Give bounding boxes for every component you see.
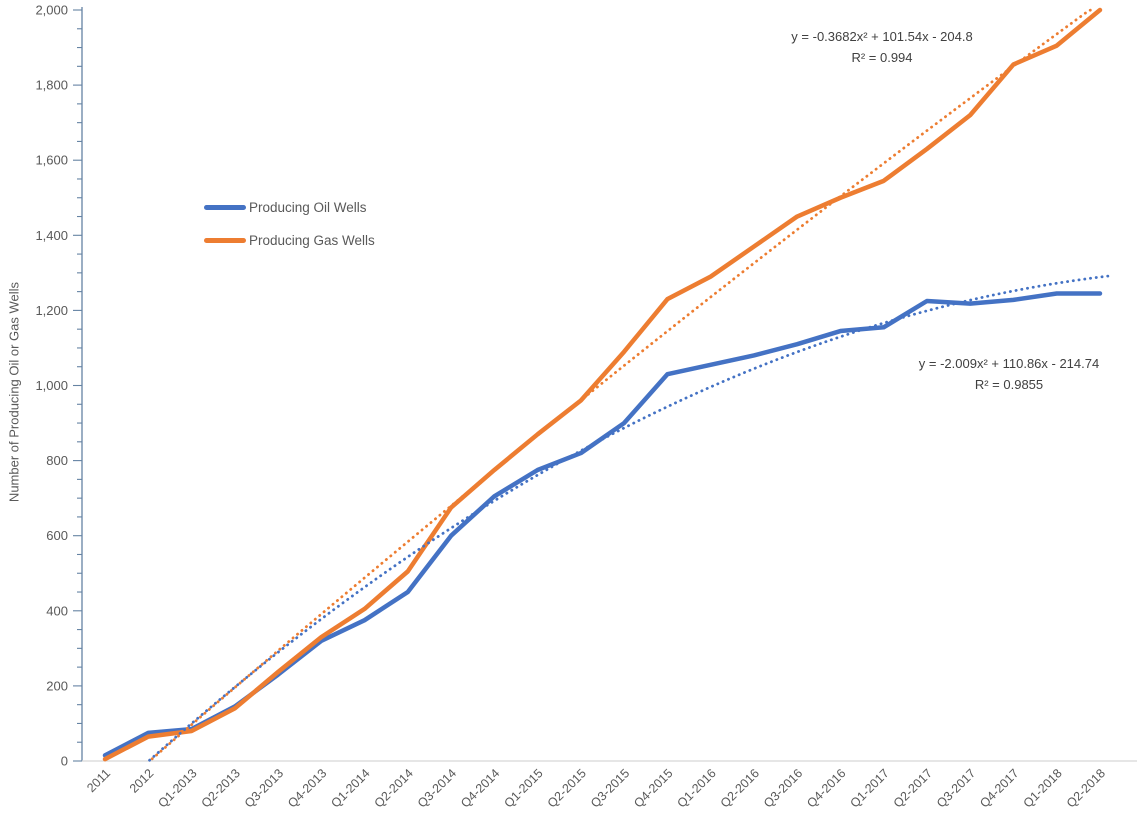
- x-axis-tick-label: Q1-2013: [155, 766, 199, 810]
- legend: Producing Oil Wells Producing Gas Wells: [204, 197, 375, 263]
- oil-trendline-formula: y = -2.009x² + 110.86x - 214.74: [918, 356, 1100, 371]
- y-axis-tick-label: 1,800: [35, 78, 68, 93]
- gas-trendline-equation: y = -0.3682x² + 101.54x - 204.8 R² = 0.9…: [752, 26, 1012, 68]
- y-axis-tick-label: 1,200: [35, 303, 68, 318]
- x-axis-tick-label: Q3-2014: [415, 766, 459, 810]
- x-axis-tick-label: Q1-2017: [847, 766, 891, 810]
- x-axis-tick-label: Q3-2015: [588, 766, 632, 810]
- oil-trendline-r-squared: R² = 0.9855: [974, 377, 1044, 392]
- y-axis-tick-label: 1,600: [35, 153, 68, 168]
- gas-trendline-dotted[interactable]: [150, 8, 1094, 761]
- y-axis-tick-label: 1,400: [35, 228, 68, 243]
- x-axis-tick-label: Q1-2018: [1021, 766, 1065, 810]
- legend-label-gas-wells: Producing Gas Wells: [249, 233, 375, 248]
- oil-trendline-equation: y = -2.009x² + 110.86x - 214.74 R² = 0.9…: [879, 353, 1137, 395]
- x-axis-tick-label: Q3-2017: [934, 766, 978, 810]
- oil-trendline-dotted[interactable]: [148, 274, 1112, 762]
- gas-trendline-formula: y = -0.3682x² + 101.54x - 204.8: [791, 29, 973, 44]
- x-axis-tick-label: Q1-2016: [674, 766, 718, 810]
- x-axis-tick-label: Q2-2018: [1064, 766, 1108, 810]
- y-axis-tick-label: 600: [46, 528, 68, 543]
- y-axis-tick-label: 200: [46, 678, 68, 693]
- x-axis-tick-label: 2012: [127, 766, 157, 796]
- y-axis-tick-label: 800: [46, 453, 68, 468]
- gas-wells-series-line[interactable]: [102, 7, 1103, 762]
- x-axis-tick-label: Q2-2013: [199, 766, 243, 810]
- y-axis-tick-label: 400: [46, 603, 68, 618]
- x-axis-tick-label: Q1-2015: [501, 766, 545, 810]
- y-axis-tick-label: 0: [61, 754, 68, 769]
- oil-series-line-swatch-icon: [204, 205, 246, 210]
- x-axis-tick-label: Q1-2014: [328, 766, 372, 810]
- legend-item-oil-wells[interactable]: Producing Oil Wells: [204, 197, 375, 218]
- x-axis-tick-label: Q2-2016: [718, 766, 762, 810]
- x-axis-tick-label: 2011: [84, 766, 113, 795]
- x-axis-tick-label: Q4-2015: [631, 766, 675, 810]
- x-axis-tick-label: Q2-2017: [891, 766, 935, 810]
- x-axis-tick-label: Q2-2014: [372, 766, 416, 810]
- x-axis-tick-label: Q2-2015: [545, 766, 589, 810]
- x-axis-tick-label: Q4-2014: [458, 766, 502, 810]
- legend-item-gas-wells[interactable]: Producing Gas Wells: [204, 230, 375, 251]
- y-axis-tick-label: 1,000: [35, 378, 68, 393]
- legend-label-oil-wells: Producing Oil Wells: [249, 200, 367, 215]
- y-axis-title: Number of Producing Oil or Gas Wells: [6, 281, 22, 503]
- gas-trendline-r-squared: R² = 0.994: [851, 50, 913, 65]
- y-axis-tick-label: 2,000: [35, 3, 68, 18]
- x-axis-tick-label: Q4-2016: [804, 766, 848, 810]
- x-axis-tick-label: Q3-2013: [242, 766, 286, 810]
- x-axis-tick-label: Q3-2016: [761, 766, 805, 810]
- x-axis-tick-label: Q4-2013: [285, 766, 329, 810]
- x-axis-tick-label: Q4-2017: [977, 766, 1021, 810]
- gas-series-line-swatch-icon: [204, 238, 246, 243]
